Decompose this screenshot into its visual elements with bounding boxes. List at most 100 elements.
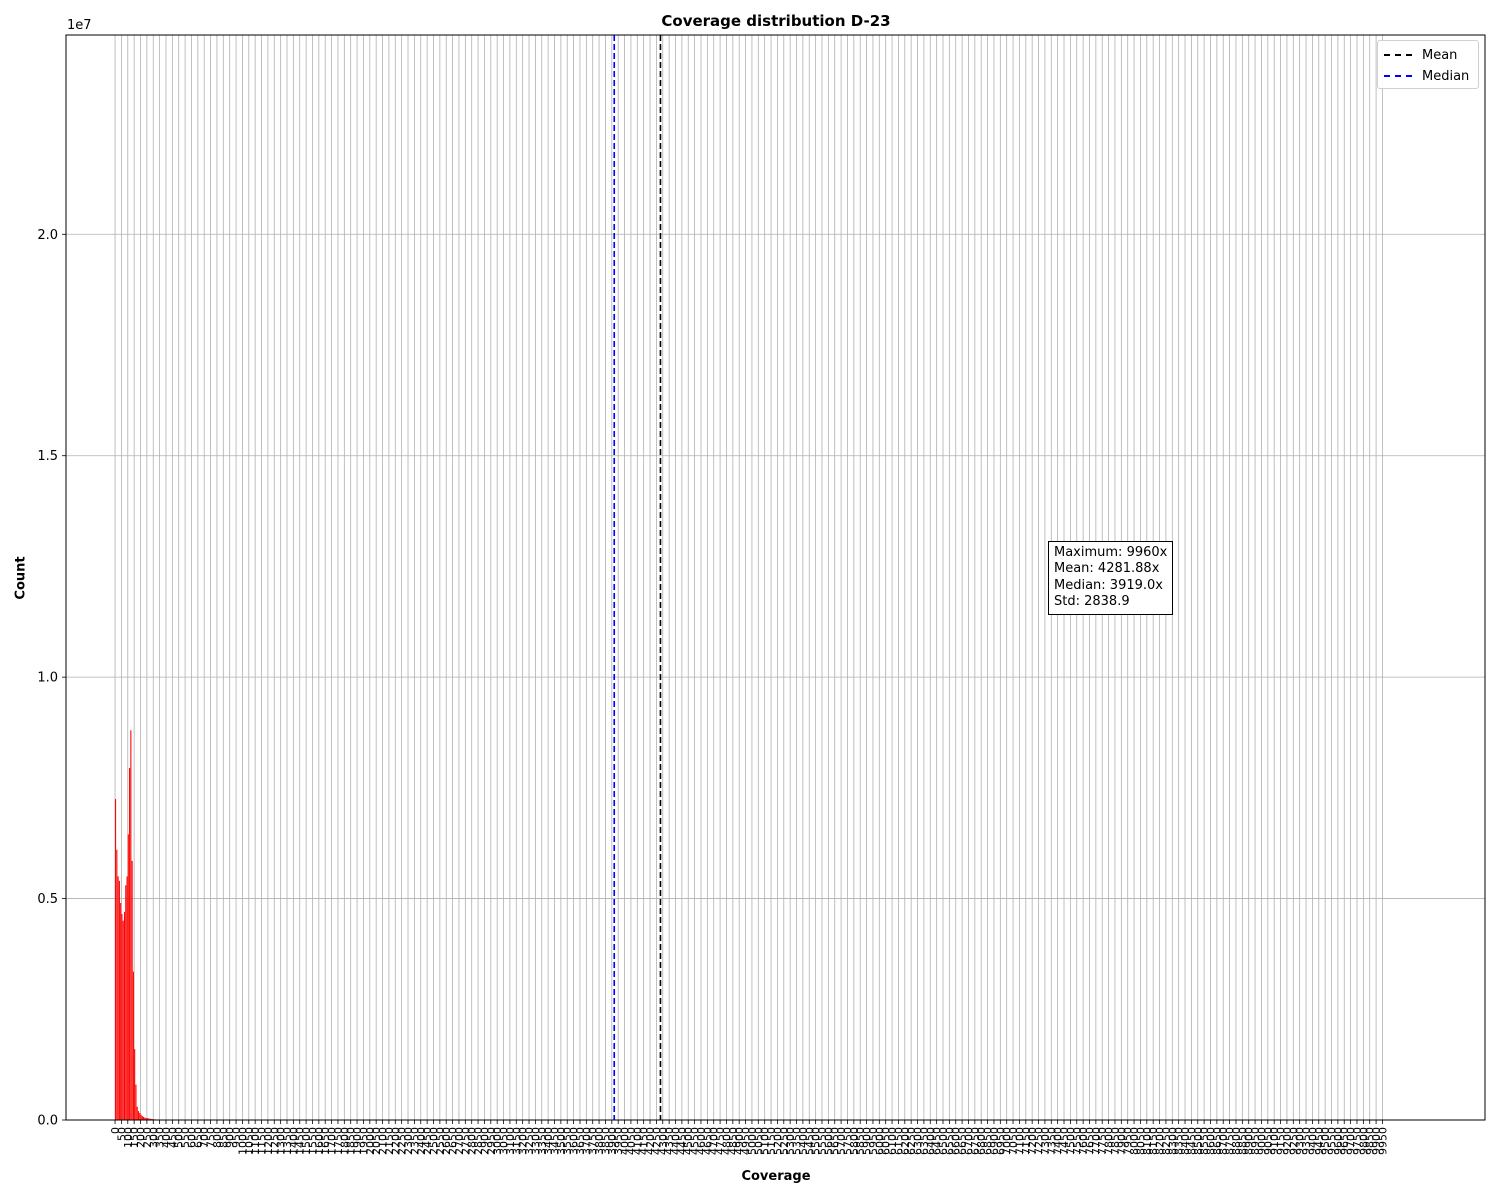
x-tick-label: 3100 xyxy=(504,1127,517,1155)
x-tick-label: 2050 xyxy=(370,1127,383,1155)
x-tick-label: 2000 xyxy=(364,1127,377,1155)
bar xyxy=(132,971,134,1120)
x-tick-label: 900 xyxy=(224,1127,237,1148)
x-tick-label: 2300 xyxy=(402,1127,415,1155)
x-tick-label: 5600 xyxy=(822,1127,835,1155)
y-axis-offset-label: 1e7 xyxy=(67,18,92,33)
bar xyxy=(141,1116,143,1120)
bar xyxy=(126,876,128,1120)
x-tick-label: 2750 xyxy=(459,1127,472,1155)
stat-mean: Mean: 4281.88x xyxy=(1054,561,1160,577)
x-tick-label: 3000 xyxy=(491,1127,504,1155)
x-tick-label: 750 xyxy=(205,1127,218,1148)
x-tick-label: 2450 xyxy=(421,1127,434,1155)
x-tick-label: 1350 xyxy=(281,1127,294,1155)
x-tick-label: 4850 xyxy=(727,1127,740,1155)
x-tick-label: 150 xyxy=(128,1127,141,1148)
y-axis-label: Count xyxy=(13,556,29,600)
x-tick-label: 8300 xyxy=(1166,1127,1179,1155)
x-tick-label: 9150 xyxy=(1275,1127,1288,1155)
x-tick-label: 8350 xyxy=(1173,1127,1186,1155)
grid-lines xyxy=(66,35,1485,1121)
x-tick-label: 3650 xyxy=(574,1127,587,1155)
x-tick-label: 3050 xyxy=(498,1127,511,1155)
x-tick-label: 4500 xyxy=(682,1127,695,1155)
x-tick-label: 4600 xyxy=(695,1127,708,1155)
x-tick-label: 600 xyxy=(185,1127,198,1148)
x-tick-label: 3300 xyxy=(529,1127,542,1155)
x-tick-label: 450 xyxy=(166,1127,179,1148)
x-tick-label: 7200 xyxy=(1026,1127,1039,1155)
x-tick-label: 2600 xyxy=(440,1127,453,1155)
x-tick-label: 950 xyxy=(230,1127,243,1148)
x-tick-label: 4900 xyxy=(733,1127,746,1155)
x-tick-label: 9350 xyxy=(1300,1127,1313,1155)
x-tick-label: 300 xyxy=(147,1127,160,1148)
x-tick-label: 3750 xyxy=(587,1127,600,1155)
legend-swatch-median xyxy=(1384,75,1412,77)
x-tick-label: 6300 xyxy=(912,1127,925,1155)
x-tick-label: 1650 xyxy=(319,1127,332,1155)
x-tick-label: 4400 xyxy=(670,1127,683,1155)
bar xyxy=(134,1049,136,1120)
x-tick-label: 5950 xyxy=(867,1127,880,1155)
x-tick-label: 1700 xyxy=(326,1127,339,1155)
axes xyxy=(65,34,1486,1121)
y-tick-label: 1.5 xyxy=(37,449,58,464)
x-tick-label: 3500 xyxy=(555,1127,568,1155)
x-tick-label: 1850 xyxy=(345,1127,358,1155)
x-tick-label: 6200 xyxy=(899,1127,912,1155)
x-tick-label: 7750 xyxy=(1096,1127,1109,1155)
x-tick-label: 6750 xyxy=(969,1127,982,1155)
x-tick-label: 7000 xyxy=(1001,1127,1014,1155)
x-tick-label: 9750 xyxy=(1351,1127,1364,1155)
x-tick-label: 6250 xyxy=(905,1127,918,1155)
x-tick-label: 1800 xyxy=(338,1127,351,1155)
x-tick-label: 3800 xyxy=(593,1127,606,1155)
bar xyxy=(131,860,133,1120)
plot-frame xyxy=(65,34,1486,1121)
x-tick-label: 7500 xyxy=(1064,1127,1077,1155)
x-tick-label: 3200 xyxy=(517,1127,530,1155)
x-tick-label: 5550 xyxy=(816,1127,829,1155)
x-tick-label: 4750 xyxy=(714,1127,727,1155)
bar xyxy=(127,834,129,1120)
x-tick-label: 1950 xyxy=(357,1127,370,1155)
x-tick-label: 4950 xyxy=(740,1127,753,1155)
x-tick-label: 5000 xyxy=(746,1127,759,1155)
x-tick-label: 9400 xyxy=(1306,1127,1319,1155)
x-tick-label: 650 xyxy=(192,1127,205,1148)
x-tick-label: 4350 xyxy=(663,1127,676,1155)
x-tick-label: 1250 xyxy=(268,1127,281,1155)
x-tick-label: 0 xyxy=(109,1127,122,1134)
x-tick-label: 2250 xyxy=(396,1127,409,1155)
x-tick-label: 1150 xyxy=(256,1127,269,1155)
legend-item-mean: Mean xyxy=(1384,47,1457,63)
x-tick-label: 1300 xyxy=(275,1127,288,1155)
x-tick-label: 5650 xyxy=(829,1127,842,1155)
x-tick-label: 5350 xyxy=(791,1127,804,1155)
x-tick-label: 2700 xyxy=(453,1127,466,1155)
bar xyxy=(149,1118,151,1120)
x-tick-label: 8400 xyxy=(1179,1127,1192,1155)
x-tick-label: 8200 xyxy=(1154,1127,1167,1155)
x-tick-label: 7350 xyxy=(1045,1127,1058,1155)
x-tick-label: 8950 xyxy=(1249,1127,1262,1155)
x-tick-label: 9050 xyxy=(1262,1127,1275,1155)
x-tick-label: 500 xyxy=(173,1127,186,1148)
x-tick-label: 6900 xyxy=(988,1127,1001,1155)
y-tick-label: 0.0 xyxy=(37,1114,58,1129)
x-tick-label: 6850 xyxy=(982,1127,995,1155)
x-tick-label: 3450 xyxy=(548,1127,561,1155)
x-tick-label: 9850 xyxy=(1364,1127,1377,1155)
x-tick-label: 7300 xyxy=(1039,1127,1052,1155)
x-tick-label: 8100 xyxy=(1141,1127,1154,1155)
x-axis-label: Coverage xyxy=(741,1169,811,1184)
x-tick-label: 5800 xyxy=(848,1127,861,1155)
x-tick-label: 2950 xyxy=(485,1127,498,1155)
x-tick-label: 5900 xyxy=(861,1127,874,1155)
stat-maximum: Maximum: 9960x xyxy=(1054,545,1168,560)
x-tick-label: 1900 xyxy=(351,1127,364,1155)
x-tick-label: 4250 xyxy=(650,1127,663,1155)
bar xyxy=(122,920,124,1120)
